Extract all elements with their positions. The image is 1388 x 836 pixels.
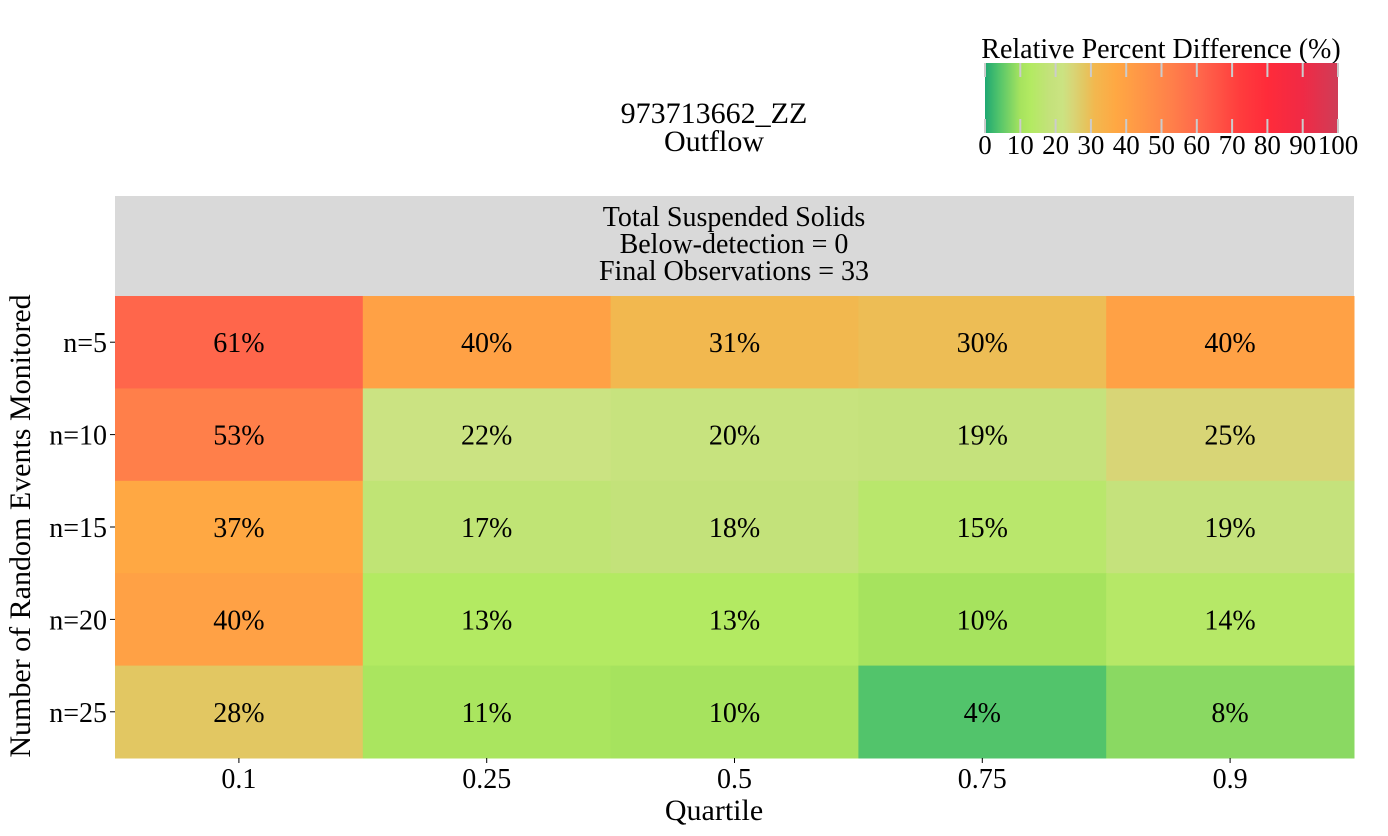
heatmap-cell-label: 8% (1211, 698, 1248, 729)
heatmap-cell-label: 61% (213, 328, 264, 359)
colorbar-tick-label: 90 (1289, 130, 1316, 160)
colorbar-tick-label: 20 (1042, 130, 1069, 160)
x-tick-label: 0.9 (1213, 764, 1248, 795)
colorbar-tick-label: 100 (1318, 130, 1359, 160)
panel-header (115, 196, 1354, 296)
heatmap-cell (610, 296, 859, 389)
heatmap-cell (115, 388, 364, 482)
heatmap-cell-label: 31% (709, 328, 760, 359)
chart-title-line-1: 973713662_ZZ (621, 97, 808, 130)
heatmap-cells (115, 296, 1355, 759)
y-tick-label: n=20 (49, 605, 107, 636)
x-axis-label: Quartile (665, 794, 763, 827)
colorbar-label: Relative Percent Difference (%) (981, 34, 1340, 65)
heatmap-cell (1106, 573, 1355, 667)
heatmap-cell-label: 53% (213, 421, 264, 452)
heatmap-cell (610, 573, 859, 667)
heatmap-cell (610, 665, 859, 759)
heatmap-cell (362, 665, 612, 759)
heatmap-cell (610, 480, 859, 574)
x-axis: 0.1 0.25 0.5 0.75 0.9 (221, 758, 1248, 795)
heatmap-cell-labels: 61% 40% 31% 30% 40% 53% 22% 20% 19% 25% 37% 17% 18% 1… (213, 328, 1256, 729)
heatmap-cell-label: 37% (213, 513, 264, 544)
heatmap-cell-label: 4% (964, 698, 1001, 729)
heatmap-cell (115, 296, 364, 389)
heatmap-cell-label: 11% (462, 698, 512, 729)
heatmap-cell (858, 573, 1107, 667)
heatmap-cell-label: 10% (957, 605, 1008, 636)
heatmap-cell-label: 18% (709, 513, 760, 544)
heatmap-cell (1106, 665, 1355, 759)
heatmap-cell (610, 388, 859, 482)
heatmap-cell-label: 19% (957, 421, 1008, 452)
heatmap-cell (858, 388, 1107, 482)
heatmap-cell (362, 388, 612, 482)
y-tick-label: n=25 (49, 698, 107, 729)
heatmap-cell (115, 573, 364, 667)
colorbar-tick-label: 50 (1148, 130, 1175, 160)
x-tick-label: 0.5 (717, 764, 752, 795)
colorbar-tick-label: 70 (1219, 130, 1246, 160)
heatmap-cell-label: 13% (461, 605, 512, 636)
colorbar-ticks: 0 10 20 30 40 50 60 70 80 90 100 (978, 63, 1358, 160)
heatmap-cell (1106, 296, 1355, 389)
colorbar-tick-label: 10 (1007, 130, 1034, 160)
heatmap-cell (115, 665, 364, 759)
heatmap-cell (115, 480, 364, 574)
heatmap-cell-label: 25% (1204, 421, 1255, 452)
panel-header-line-3: Final Observations = 33 (599, 256, 869, 287)
heatmap-cell (858, 665, 1107, 759)
heatmap-cell (362, 296, 612, 389)
heatmap-cell-label: 22% (461, 421, 512, 452)
heatmap-cell-label: 17% (461, 513, 512, 544)
chart-title-line-2: Outflow (664, 125, 764, 158)
heatmap-cell-label: 40% (213, 605, 264, 636)
y-tick-label: n=10 (49, 421, 107, 452)
y-tick-label: n=15 (49, 513, 107, 544)
heatmap-cell-label: 40% (1204, 328, 1255, 359)
heatmap-cell-label: 15% (957, 513, 1008, 544)
heatmap-cell-label: 30% (957, 328, 1008, 359)
x-tick-label: 0.1 (221, 764, 256, 795)
colorbar-tick-label: 80 (1254, 130, 1281, 160)
colorbar-tick-label: 30 (1077, 130, 1104, 160)
colorbar-tick-label: 40 (1113, 130, 1140, 160)
heatmap-cell-label: 20% (709, 421, 760, 452)
heatmap-cell-label: 13% (709, 605, 760, 636)
heatmap-cell (1106, 480, 1355, 574)
colorbar-tick-label: 60 (1183, 130, 1210, 160)
heatmap-cell (858, 480, 1107, 574)
heatmap-cell (362, 573, 612, 667)
heatmap-cell-label: 28% (213, 698, 264, 729)
panel-header-line-1: Total Suspended Solids (603, 202, 866, 233)
x-tick-label: 0.75 (958, 764, 1007, 795)
heatmap-cell-label: 10% (709, 698, 760, 729)
x-tick-label: 0.25 (462, 764, 511, 795)
heatmap-cell-label: 19% (1204, 513, 1255, 544)
heatmap-cell (1106, 388, 1355, 482)
heatmap-cell-label: 14% (1204, 605, 1255, 636)
y-tick-label: n=5 (63, 328, 107, 359)
heatmap-cell (858, 296, 1107, 389)
heatmap-cell-label: 40% (461, 328, 512, 359)
y-axis: n=5 n=10 n=15 n=20 n=25 (49, 328, 115, 729)
y-axis-label: Number of Random Events Monitored (4, 294, 37, 757)
panel-header-line-2: Below-detection = 0 (620, 229, 849, 260)
colorbar-tick-label: 0 (978, 130, 992, 160)
heatmap-cell (362, 480, 612, 574)
